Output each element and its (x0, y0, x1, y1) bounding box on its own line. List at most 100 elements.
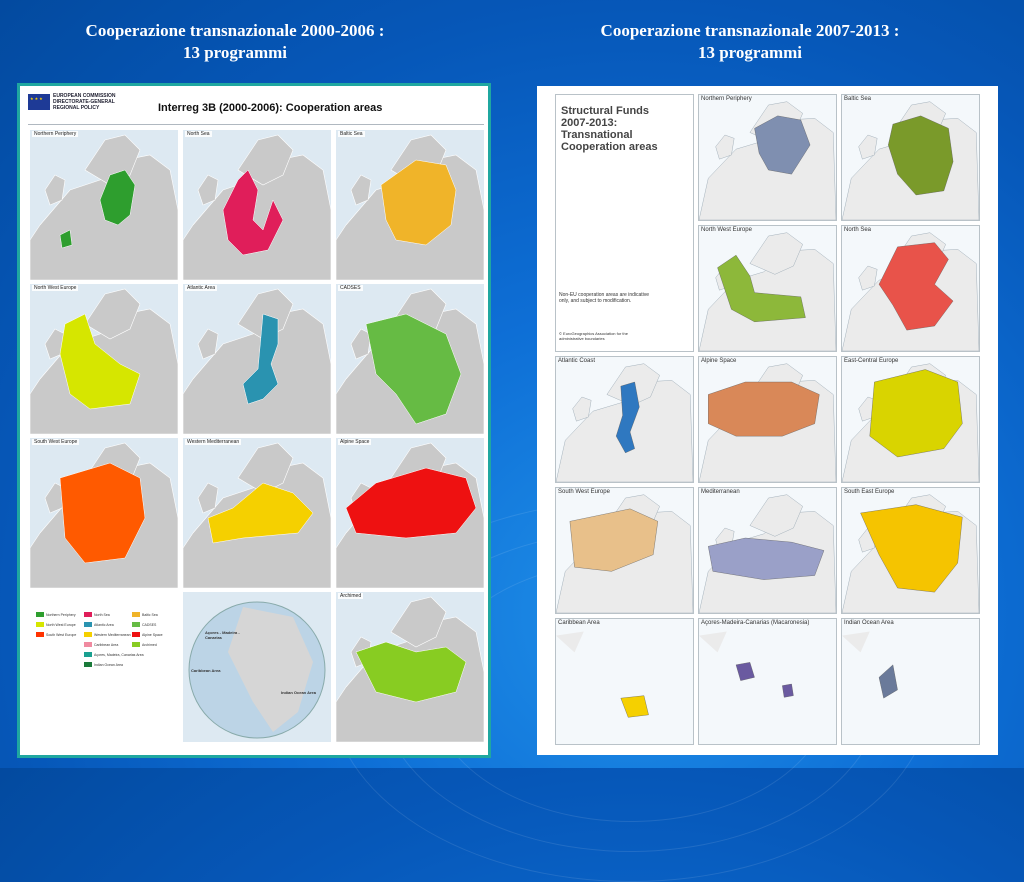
map-svg (556, 363, 693, 482)
panel-atlantic-area: Atlantic Area (183, 284, 331, 434)
cooperation-area-shape (207, 482, 314, 544)
right-map-grid: Structural Funds 2007-2013: Transnational C… (555, 94, 980, 745)
panel-cadses: CADSES (336, 284, 484, 434)
legend-swatch (36, 612, 44, 617)
legend-label: Atlantic Area (94, 622, 114, 627)
legend-info-panel: Structural Funds 2007-2013: Transnational C… (555, 94, 694, 352)
map-svg (336, 134, 484, 280)
panel-label: Mediterranean (701, 489, 740, 495)
copyright-note: © EuroGeographics Association for the adm… (559, 331, 689, 341)
copyright-line: administrative boundaries (559, 336, 605, 341)
cooperation-area-shape (615, 381, 640, 454)
panel-label: North West Europe (32, 285, 79, 291)
note-line: only, and subject to modification. (559, 298, 632, 304)
legend-item: Açores, Madeira, Canarias Area (84, 652, 144, 657)
panel-east-central-europe: East-Central Europe (841, 356, 980, 483)
legend-swatch (36, 622, 44, 627)
panel-south-east-europe: South East Europe (841, 487, 980, 614)
panel-label: CADSES (338, 285, 363, 291)
legend-label: CADSES (142, 622, 157, 627)
panel-western-mediterranean: Western Mediterranean (183, 438, 331, 588)
map-svg (556, 631, 649, 718)
legend-item: North West Europe (36, 622, 76, 627)
cooperation-area-shape (735, 662, 794, 698)
cooperation-area-shape (708, 381, 820, 437)
map-svg (699, 494, 836, 613)
panel-archimed: Archimed (336, 592, 484, 742)
legend-swatch (84, 612, 92, 617)
map-svg (556, 494, 693, 613)
cooperation-area-shape (59, 313, 141, 410)
panel-mediterranean: Mediterranean (698, 487, 837, 614)
legend-label: Indian Ocean Area (94, 662, 123, 667)
legend-swatch (132, 622, 140, 627)
left-map-grid: Northern Periphery North Sea Baltic Sea Nor… (30, 130, 485, 742)
panel-label: Caribbean Area (558, 620, 600, 626)
legend-label: North West Europe (46, 622, 76, 627)
legend-swatch (84, 652, 92, 657)
cooperation-area-shape (365, 313, 462, 425)
title-line: Transnational (561, 129, 633, 141)
panel-label: Atlantic Coast (558, 358, 596, 364)
panel-baltic-sea: Baltic Sea (841, 94, 980, 221)
panel-baltic-sea: Baltic Sea (336, 130, 484, 280)
cooperation-area-shape (242, 313, 279, 405)
map-svg (842, 363, 979, 482)
panel-legend: Northern Periphery North West Europe South… (30, 592, 178, 742)
left-title: Cooperazione transnazionale 2000-2006 : … (20, 20, 450, 64)
legend-label: Alpine Space (142, 632, 163, 637)
map-svg (30, 288, 178, 434)
map-svg (699, 631, 794, 698)
legend-item: Western Mediterranean (84, 632, 131, 637)
map-svg (336, 288, 484, 434)
panel-north-sea: North Sea (841, 225, 980, 352)
map-svg (30, 442, 178, 588)
cooperation-area-shape (878, 664, 898, 699)
panel-alpine-space: Alpine Space (698, 356, 837, 483)
legend-item: Caribbean Area (84, 642, 118, 647)
legend-label: South West Europe (46, 632, 77, 637)
globe-label: Açores - Madeira - Canarias (205, 630, 240, 640)
legend-item: Atlantic Area (84, 622, 114, 627)
legend-swatch (132, 612, 140, 617)
legend-swatch (36, 632, 44, 637)
legend-label: Northern Periphery (46, 612, 76, 617)
legend-swatch (84, 662, 92, 667)
copyright-line: © EuroGeographics Association for the (559, 331, 628, 336)
cooperation-area-shape (59, 462, 146, 564)
cooperation-area-shape (380, 159, 457, 246)
panel-caribbean-area: Caribbean Area (555, 618, 694, 745)
panel-label: Alpine Space (701, 358, 737, 364)
panel-south-west-europe: South West Europe (555, 487, 694, 614)
panel-atlantic-coast: Atlantic Coast (555, 356, 694, 483)
cooperation-area-shape (620, 695, 649, 718)
panel-label: Atlantic Area (185, 285, 218, 291)
map-svg (699, 232, 836, 351)
legend-item: Northern Periphery (36, 612, 76, 617)
panel-label: North Sea (185, 131, 212, 137)
cooperation-area-shape (59, 169, 136, 249)
right-title: Cooperazione transnazionale 2007-2013 : … (535, 20, 965, 64)
legend-item: CADSES (132, 622, 156, 627)
panel-northern-periphery: Northern Periphery (30, 130, 178, 280)
panel-label: Archimed (338, 593, 364, 599)
legend-label: Caribbean Area (94, 642, 119, 647)
cooperation-area-shape (345, 467, 477, 539)
legend-item: Archimed (132, 642, 157, 647)
org-line1: EUROPEAN COMMISSION (53, 93, 116, 99)
structural-funds-poster: Structural Funds 2007-2013: Transnational C… (537, 86, 998, 755)
cooperation-area-shape (754, 115, 811, 175)
legend-swatch (84, 622, 92, 627)
legend-label: Archimed (142, 642, 157, 647)
map-svg (699, 101, 836, 220)
panel-label: South West Europe (558, 489, 610, 495)
panel-label: Western Mediterranean (185, 439, 242, 445)
map-svg (842, 494, 979, 613)
commission-label: EUROPEAN COMMISSION DIRECTORATE-GENERAL … (53, 93, 116, 111)
map-svg (336, 596, 484, 742)
cooperation-area-shape (708, 537, 825, 580)
map-svg (842, 101, 979, 220)
map-svg (842, 631, 898, 699)
globe-map (188, 601, 326, 739)
map-svg (30, 134, 178, 280)
